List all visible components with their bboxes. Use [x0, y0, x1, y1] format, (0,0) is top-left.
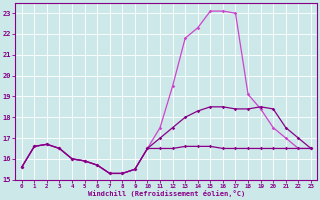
X-axis label: Windchill (Refroidissement éolien,°C): Windchill (Refroidissement éolien,°C) [88, 190, 245, 197]
